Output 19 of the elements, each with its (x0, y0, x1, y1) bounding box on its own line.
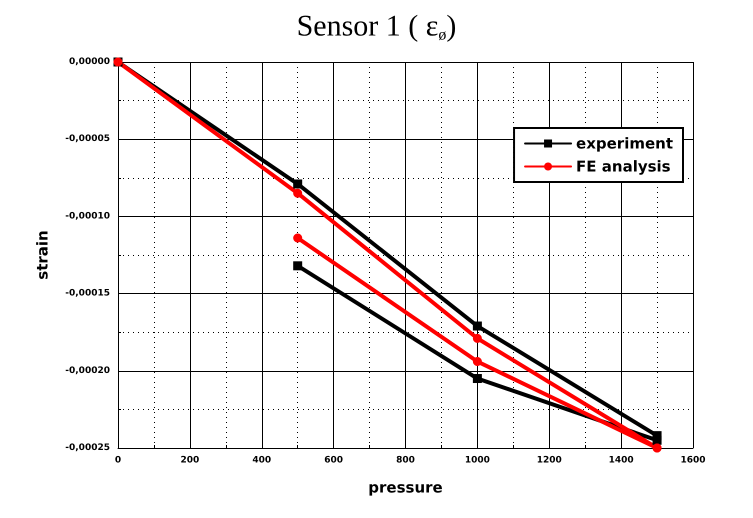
y-tick-label: -0,00025 (65, 443, 110, 453)
y-axis-title: strain (34, 230, 52, 280)
x-tick-label: 1400 (608, 456, 634, 466)
x-tick-label: 1200 (536, 456, 562, 466)
x-tick-label: 0 (114, 456, 122, 466)
x-tick-label: 1600 (680, 456, 706, 466)
y-tick-label: -0,00010 (65, 211, 110, 222)
y-tick-label: -0,00020 (65, 366, 110, 376)
x-tick-label: 800 (396, 456, 415, 466)
x-tick-label: 400 (252, 456, 272, 466)
y-tick-label: -0,00015 (65, 288, 110, 299)
legend-label: experiment (576, 134, 673, 152)
y-tick-label: -0,00005 (65, 134, 110, 144)
y-tick-label: 0,00000 (69, 57, 110, 67)
x-tick-label: 200 (180, 456, 200, 466)
x-tick-label: 1000 (464, 456, 490, 466)
legend-label: FE analysis (576, 158, 671, 176)
x-axis-title: pressure (368, 478, 443, 496)
x-tick-label: 600 (324, 456, 344, 466)
